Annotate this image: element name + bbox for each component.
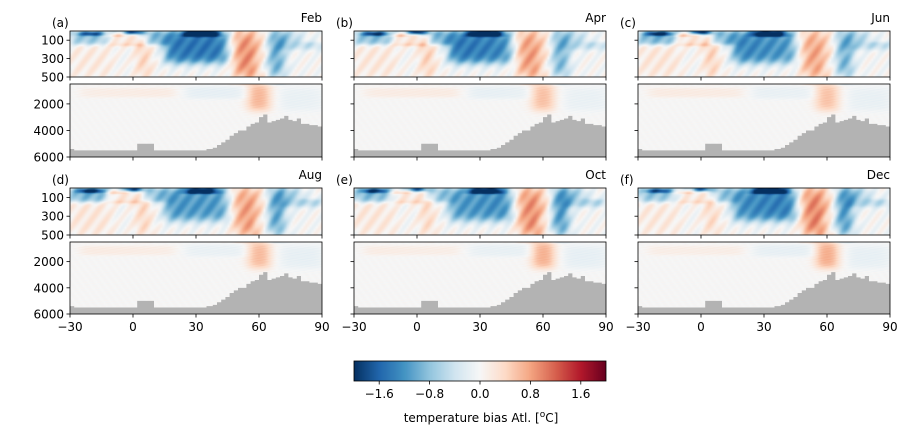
bathymetry xyxy=(638,114,890,157)
x-tick-label: 90 xyxy=(598,320,613,334)
bathymetry xyxy=(70,272,322,314)
x-tick-label: −30 xyxy=(341,320,366,334)
panel-label: (a) xyxy=(52,16,69,30)
bathymetry xyxy=(354,114,606,157)
bathymetry xyxy=(70,114,322,157)
panel-label: (d) xyxy=(52,173,69,187)
y-tick-label: 500 xyxy=(41,71,64,85)
colorbar: −1.6 −0.8 0.0 0.8 1.6 temperature bias Atl. … xyxy=(353,360,607,425)
x-tick-label: 0 xyxy=(697,320,705,334)
colorbar-label: temperature bias Atl. [oC] xyxy=(404,410,559,425)
panel-title: Dec xyxy=(867,168,890,182)
colorbar-tick-label: 0.0 xyxy=(470,387,489,401)
panel-title: Aug xyxy=(299,168,322,182)
colorbar-tick-label: 0.8 xyxy=(521,387,540,401)
y-tick-label: 300 xyxy=(41,210,64,224)
y-tick-label: 100 xyxy=(41,34,64,48)
y-tick-label: 4000 xyxy=(33,281,64,295)
bathymetry xyxy=(354,272,606,314)
panel-5: −30 0 30 60 90 (e) Oct xyxy=(336,168,614,334)
colorbar-image xyxy=(354,361,606,381)
x-tick-label: −30 xyxy=(625,320,650,334)
panel-title: Apr xyxy=(585,11,606,25)
panel-label: (b) xyxy=(336,16,353,30)
x-tick-label: 0 xyxy=(413,320,421,334)
y-tick-label: 300 xyxy=(41,52,64,66)
panel-1: 100 300 500 2000 4000 6000 (a) Feb xyxy=(33,11,323,165)
colorbar-tick-label: −1.6 xyxy=(365,387,394,401)
y-tick-label: 100 xyxy=(41,191,64,205)
y-tick-label: 4000 xyxy=(33,124,64,138)
upper-heatmap xyxy=(354,188,606,235)
panel-6: −30 0 30 60 90 (f) Dec xyxy=(620,168,898,334)
x-tick-label: 90 xyxy=(314,320,329,334)
panel-3: (c) Jun xyxy=(620,11,891,161)
x-tick-label: 30 xyxy=(756,320,771,334)
panel-title: Feb xyxy=(301,11,322,25)
upper-heatmap xyxy=(70,188,322,235)
colorbar-ticks: −1.6 −0.8 0.0 0.8 1.6 xyxy=(365,381,590,401)
x-tick-label: 30 xyxy=(188,320,203,334)
colorbar-tick-label: −0.8 xyxy=(415,387,444,401)
upper-heatmap xyxy=(638,188,890,235)
upper-heatmap xyxy=(70,31,322,77)
colorbar-tick-label: 1.6 xyxy=(571,387,590,401)
y-tick-label: 6000 xyxy=(33,151,64,165)
y-tick-label: 6000 xyxy=(33,308,64,322)
upper-heatmap xyxy=(638,31,890,77)
x-tick-label: −30 xyxy=(57,320,82,334)
bathymetry xyxy=(638,272,890,314)
x-tick-label: 60 xyxy=(819,320,834,334)
panel-title: Jun xyxy=(870,11,890,25)
upper-heatmap xyxy=(354,31,606,77)
x-tick-label: 60 xyxy=(535,320,550,334)
y-tick-label: 2000 xyxy=(33,97,64,111)
panel-4: −30 0 30 60 90 100 300 500 2000 4000 6000 (d) Aug xyxy=(33,168,329,334)
panel-title: Oct xyxy=(585,168,606,182)
x-tick-label: 0 xyxy=(129,320,137,334)
y-tick-label: 2000 xyxy=(33,255,64,269)
x-tick-label: 90 xyxy=(882,320,897,334)
x-tick-label: 30 xyxy=(472,320,487,334)
panel-2: (b) Apr xyxy=(336,11,607,161)
y-tick-label: 500 xyxy=(41,229,64,243)
panel-label: (c) xyxy=(620,16,636,30)
panel-label: (f) xyxy=(620,173,634,187)
panel-label: (e) xyxy=(336,173,353,187)
x-tick-label: 60 xyxy=(251,320,266,334)
